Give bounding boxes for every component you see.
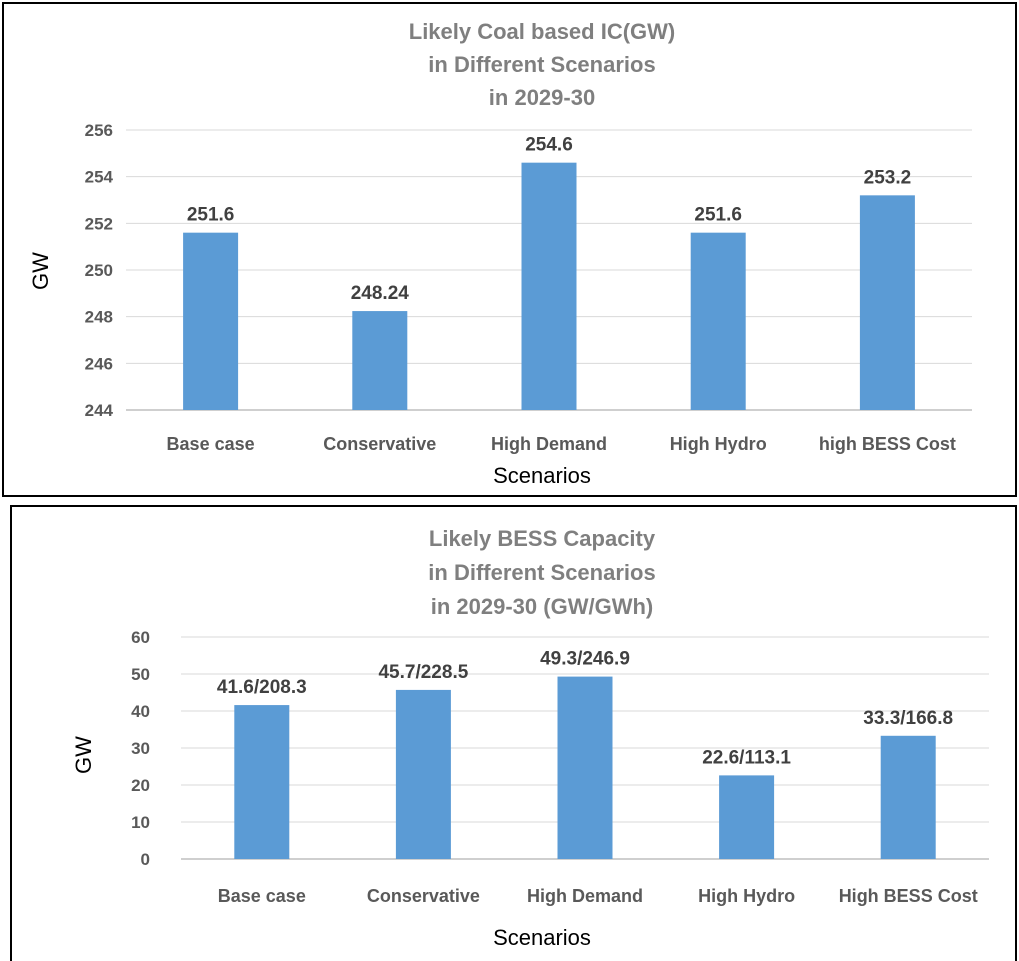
chart-title-line: in 2029-30: [489, 85, 595, 110]
data-label: 22.6/113.1: [702, 747, 791, 768]
data-label: 248.24: [351, 283, 410, 304]
y-axis-title: GW: [28, 252, 53, 290]
data-label: 41.6/208.3: [217, 677, 307, 698]
x-category-label: High Demand: [527, 886, 643, 906]
bar-high-hydro: [690, 232, 746, 410]
x-category-label: High Hydro: [698, 886, 795, 906]
y-tick-label: 30: [131, 739, 150, 758]
chart-title-line: in Different Scenarios: [428, 52, 655, 77]
data-label: 33.3/166.8: [863, 708, 953, 729]
bar-high-hydro: [719, 775, 775, 859]
bar-base-case: [183, 232, 239, 410]
chart-title-line: Likely BESS Capacity: [429, 526, 656, 551]
y-tick-label: 250: [85, 261, 113, 280]
y-tick-label: 248: [85, 308, 113, 327]
y-tick-label: 0: [141, 850, 150, 869]
y-tick-label: 244: [85, 401, 114, 420]
y-tick-label: 254: [85, 168, 114, 187]
data-label: 45.7/228.5: [378, 662, 468, 683]
y-tick-label: 246: [85, 354, 113, 373]
bar-conservative: [352, 311, 408, 410]
x-category-label: Base case: [167, 434, 255, 454]
x-category-label: High BESS Cost: [839, 886, 978, 906]
chart-title-line: in 2029-30 (GW/GWh): [431, 594, 653, 619]
y-tick-label: 10: [131, 813, 150, 832]
x-axis-title: Scenarios: [493, 463, 591, 488]
x-category-label: Conservative: [367, 886, 480, 906]
y-tick-label: 256: [85, 121, 113, 140]
data-label: 251.6: [694, 205, 742, 226]
chart-title-line: Likely Coal based IC(GW): [409, 19, 676, 44]
x-category-label: Conservative: [323, 434, 436, 454]
data-label: 254.6: [525, 135, 573, 156]
bar-base-case: [234, 705, 290, 859]
bar-conservative: [395, 689, 451, 859]
bar-high-bess-cost: [859, 195, 915, 410]
x-category-label: High Hydro: [670, 434, 767, 454]
x-axis-title: Scenarios: [493, 925, 591, 950]
bar-high-demand: [521, 162, 577, 410]
coal-capacity-chart: Likely Coal based IC(GW) in Different Sce…: [28, 19, 972, 488]
data-label: 253.2: [864, 167, 912, 188]
x-category-label: high BESS Cost: [819, 434, 956, 454]
bar-high-bess-cost: [880, 735, 936, 859]
data-label: 251.6: [187, 205, 235, 226]
bess-capacity-chart: Likely BESS Capacity in Different Scenari…: [71, 526, 989, 950]
y-tick-label: 252: [85, 214, 113, 233]
y-tick-label: 60: [131, 628, 150, 647]
y-axis-title: GW: [71, 736, 96, 774]
x-category-label: High Demand: [491, 434, 607, 454]
y-tick-label: 20: [131, 776, 150, 795]
x-category-label: Base case: [218, 886, 306, 906]
y-tick-label: 50: [131, 665, 150, 684]
y-tick-label: 40: [131, 702, 150, 721]
data-label: 49.3/246.9: [540, 649, 630, 670]
bar-high-demand: [557, 676, 613, 859]
bess-capacity-chart-panel: Likely BESS Capacity in Different Scenari…: [10, 505, 1017, 961]
chart-title-line: in Different Scenarios: [428, 560, 655, 585]
coal-capacity-chart-panel: Likely Coal based IC(GW) in Different Sce…: [2, 2, 1017, 497]
